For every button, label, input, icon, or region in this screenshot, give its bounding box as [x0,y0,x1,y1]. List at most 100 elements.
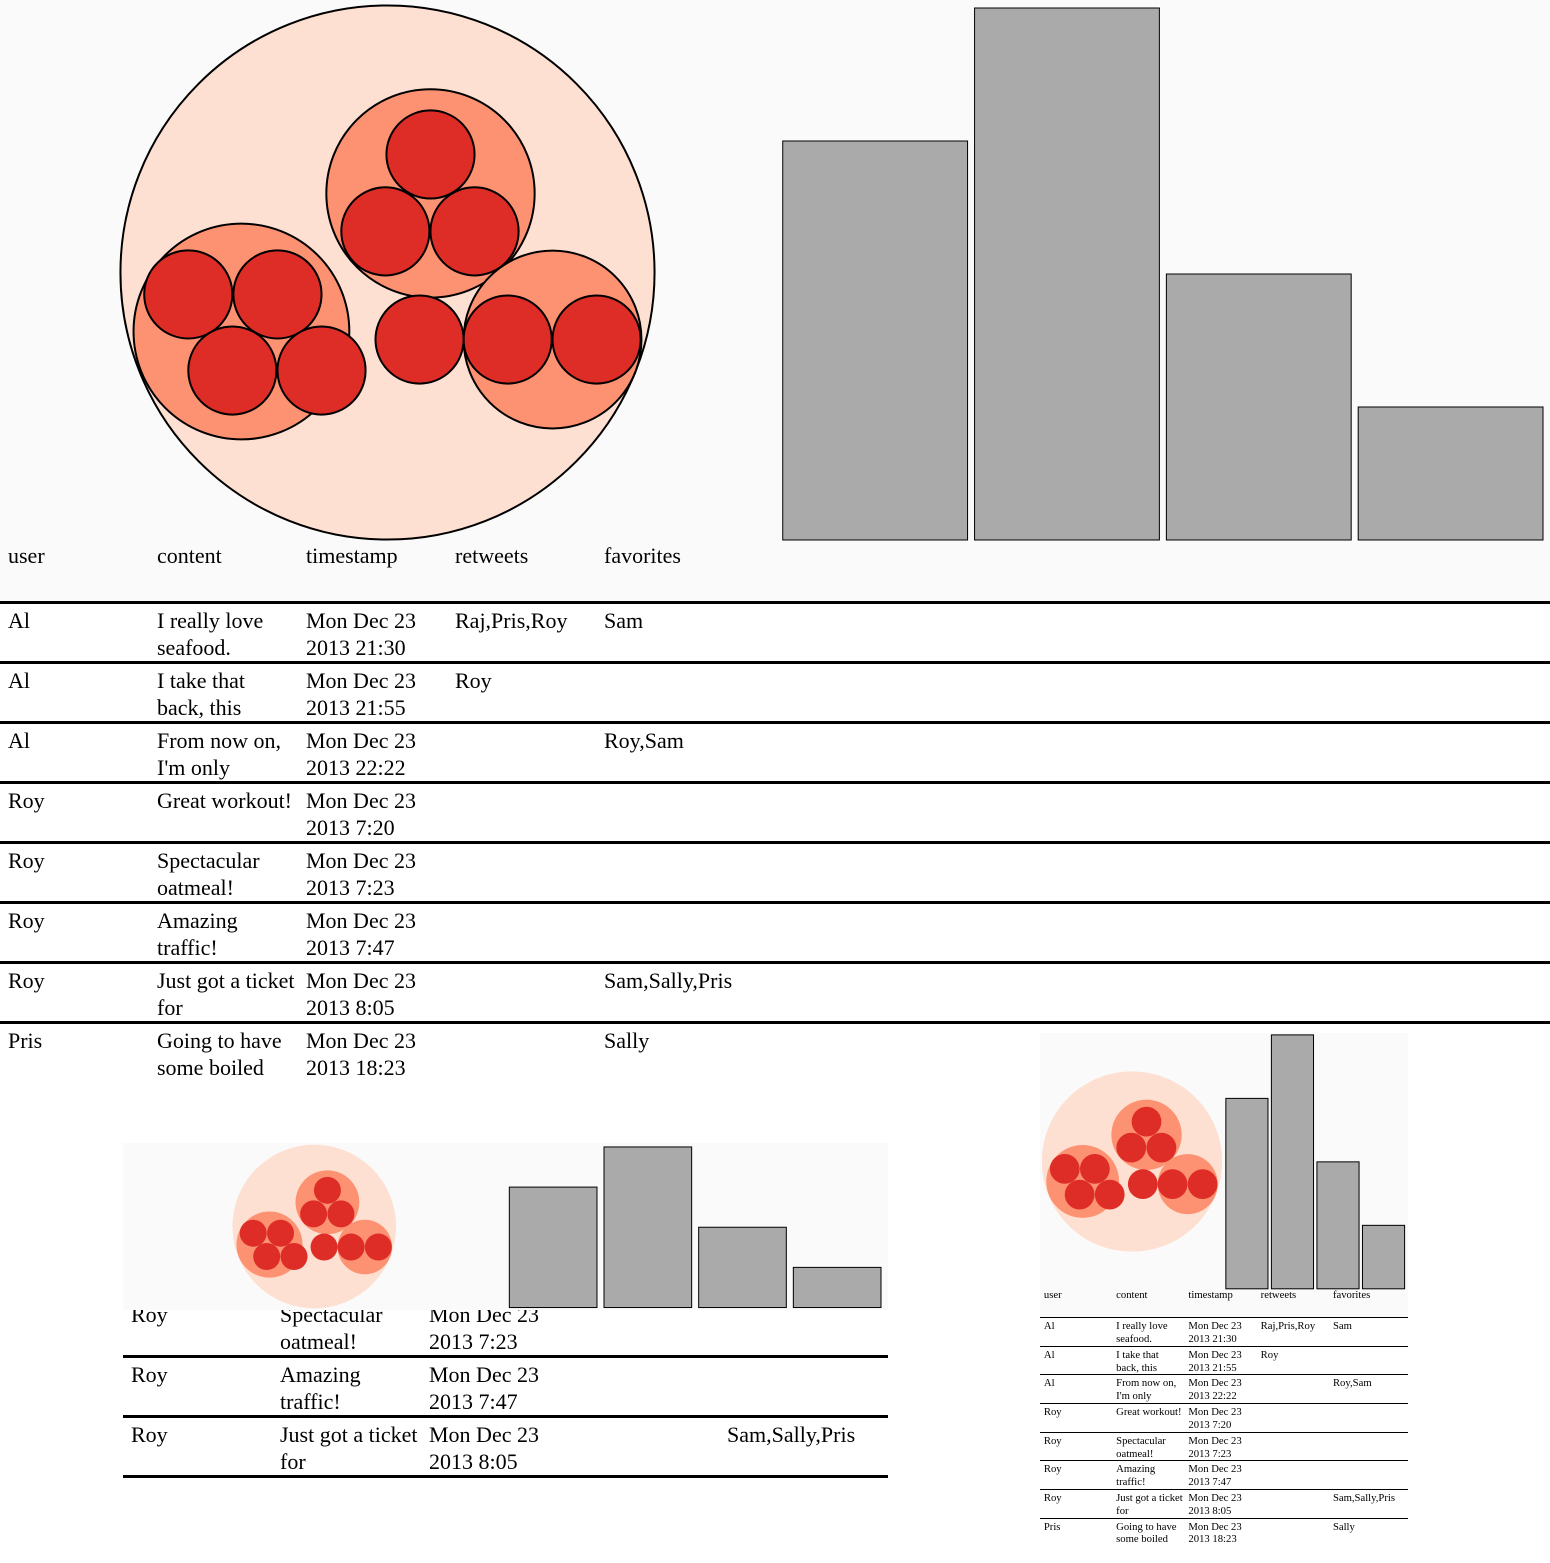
table-row: Al I really love seafood. Mon Dec 23 2013 … [1040,1317,1408,1346]
table-cell [578,1422,718,1475]
pack-leaf [253,1243,281,1271]
table-row: Roy Amazing traffic! Mon Dec 23 2013 7:47 [0,901,1550,961]
table-cell [1261,1377,1329,1403]
pack-leaf [340,186,431,277]
table-cell: Roy [1043,1491,1062,1504]
table-cell [1261,1406,1329,1432]
bar [698,1226,787,1309]
table-cell: Mon Dec 23 2013 21:55 [306,668,416,720]
table-cell [1333,1463,1401,1489]
pack-leaf [1079,1154,1110,1184]
table-cell: Roy,Sam [1332,1377,1372,1390]
pack-leaf [1131,1106,1162,1137]
pack-leaf [374,294,465,385]
table-cell: Mon Dec 23 2013 8:05 [306,968,416,1020]
pack-leaf [267,1219,295,1247]
chart [0,0,1550,545]
pack-leaf [1064,1179,1095,1210]
bar [1270,1034,1315,1290]
table-cell: Mon Dec 23 2013 8:05 [429,1422,539,1474]
bar [792,1266,882,1309]
table-cell: Mon Dec 23 2013 7:20 [306,788,416,840]
bar [1316,1161,1360,1290]
table-cell [604,848,744,901]
table-cell: I take that back, this [1116,1348,1159,1374]
table-cell [1261,1435,1329,1461]
table-cell: Roy [131,1422,168,1447]
table-cell: Al [8,668,30,693]
table-cell: Mon Dec 23 2013 21:30 [306,608,416,660]
pack-group [337,1219,393,1275]
pack-leaf [280,1243,308,1271]
table-cell: Spectacular oatmeal! [157,848,260,900]
table-cell [727,1362,867,1415]
table-cell: Roy [455,668,492,693]
pack-leaf [1127,1169,1158,1200]
table-cell: Amazing traffic! [280,1362,361,1414]
bar [1225,1097,1269,1290]
column-header: timestamp [306,543,398,568]
table-cell: Just got a ticket for [280,1422,418,1474]
table-cell: Roy [1260,1348,1279,1361]
table-cell: Roy [1043,1463,1062,1476]
table-cell: Mon Dec 23 2013 7:47 [306,908,416,960]
table-row: Roy Amazing traffic! Mon Dec 23 2013 7:47 [123,1355,888,1415]
table-cell: I really love seafood. [157,608,264,660]
bar [1361,1224,1406,1290]
table-cell: Just got a ticket for [1116,1491,1183,1517]
table-cell: Roy [8,908,45,933]
screen-view: usercontenttimestampretweetsfavoritesAlI… [123,1143,888,1478]
table-cell: Roy [1043,1406,1062,1419]
column-header: content [157,543,222,568]
table-row: Roy Just got a ticket for Mon Dec 23 2013 … [1040,1489,1408,1518]
table-row: Roy Great workout! Mon Dec 23 2013 7:20 [0,781,1550,841]
table-cell: Sam,Sally,Pris [1332,1491,1396,1504]
table-cell: Mon Dec 23 2013 18:23 [1188,1520,1242,1545]
table-cell: Mon Dec 23 2013 7:20 [1188,1406,1242,1431]
table-cell: Sam [1332,1320,1352,1333]
chart [1040,1033,1408,1290]
column-header: user [1043,1289,1062,1302]
pack-leaf [239,1219,267,1247]
pack-leaf [1146,1132,1177,1163]
column-header: favorites [1332,1289,1371,1302]
table-row: Roy Spectacular oatmeal! Mon Dec 23 2013 7… [123,1295,888,1355]
table-cell: Mon Dec 23 2013 21:30 [1188,1320,1242,1345]
table-row: Al I take that back, this Mon Dec 23 2013 … [0,661,1550,721]
table-cell: Roy [8,788,45,813]
table-cell: From now on, I'm only [1116,1377,1177,1403]
pack-leaf [300,1200,328,1228]
pack-leaf [462,294,553,385]
table-cell: Pris [8,1028,43,1053]
table-cell: Mon Dec 23 2013 7:47 [1188,1463,1242,1489]
table-cell: Roy [131,1362,168,1387]
pack-leaf [143,249,234,340]
pack-leaf [232,249,323,340]
column-header: content [1116,1289,1148,1302]
table-cell: Al [8,608,30,633]
table-cell: Al [1043,1348,1055,1361]
pack-leaf [313,1176,341,1204]
table-cell [455,788,595,841]
pack-leaf [1157,1169,1188,1200]
bar [603,1146,693,1309]
table-cell [604,668,744,721]
column-header: user [8,543,45,568]
pack-leaf [337,1233,365,1261]
pack-leaf [187,325,278,416]
table-cell [455,908,595,961]
data-table: user content timestamp retweets favorites Al I… [1040,1289,1408,1545]
pack-leaf [1187,1169,1218,1200]
table-cell [604,788,744,841]
table-cell: Mon Dec 23 2013 7:23 [306,848,416,900]
column-header: favorites [604,543,681,568]
table-header: user content timestamp retweets favorites [1040,1289,1408,1318]
table-cell [1261,1521,1329,1545]
pack-leaf [385,109,476,200]
bar [1357,406,1544,541]
table-cell: Sam [604,608,644,633]
table-cell: Raj,Pris,Roy [455,608,568,633]
table-cell [1261,1492,1329,1518]
